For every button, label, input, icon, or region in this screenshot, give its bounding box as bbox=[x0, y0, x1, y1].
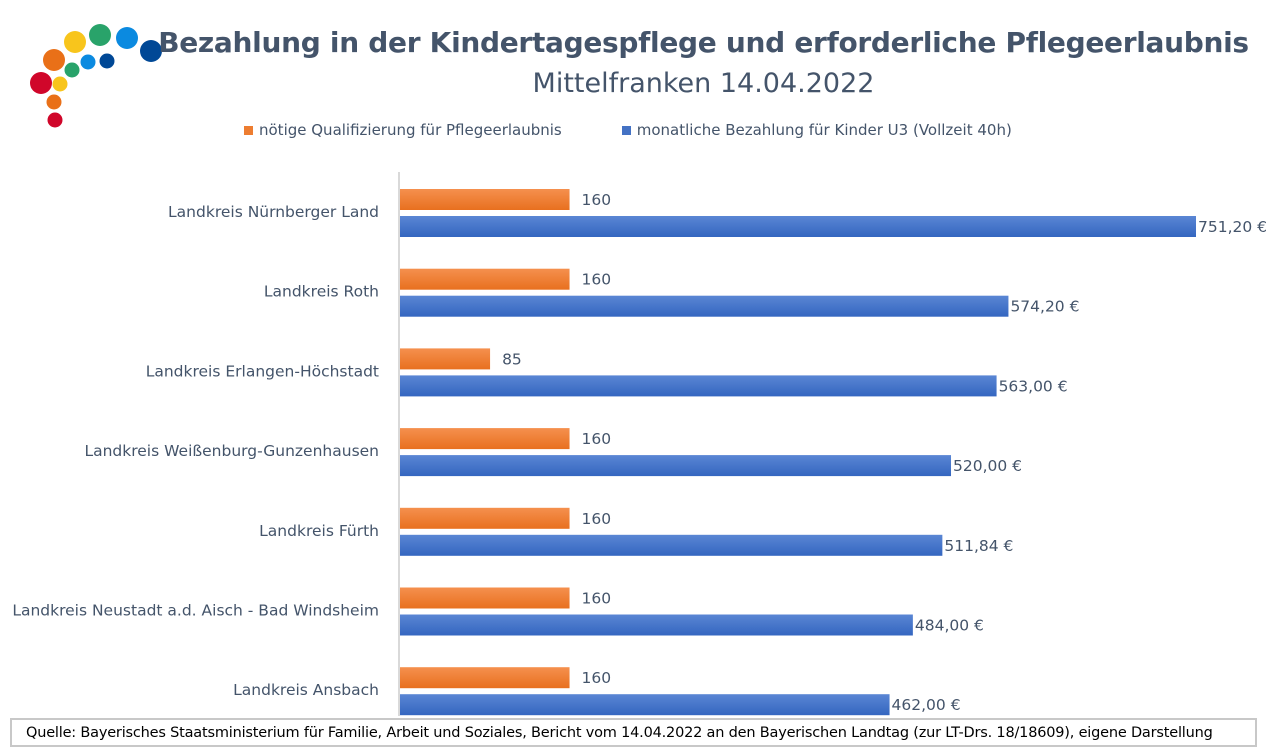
category-label: Landkreis Fürth bbox=[259, 522, 379, 540]
bar-qualification bbox=[400, 268, 570, 290]
data-label: 462,00 € bbox=[892, 696, 961, 714]
bar-qualification bbox=[400, 189, 570, 210]
chart-title: Bezahlung in der Kindertagespflege und e… bbox=[158, 26, 1249, 59]
data-label: 160 bbox=[582, 271, 612, 289]
data-label: 160 bbox=[582, 590, 612, 608]
data-label: 160 bbox=[582, 510, 612, 528]
chart-subtitle: Mittelfranken 14.04.2022 bbox=[532, 68, 875, 99]
data-label: 511,84 € bbox=[944, 537, 1013, 555]
bar-qualification bbox=[400, 348, 491, 370]
legend-item-qualification: nötige Qualifizierung für Pflegeerlaubni… bbox=[244, 121, 562, 139]
data-label: 751,20 € bbox=[1198, 218, 1267, 236]
legend-swatch bbox=[244, 125, 253, 135]
category-label: Landkreis Nürnberger Land bbox=[168, 203, 379, 221]
data-label: 85 bbox=[502, 350, 522, 368]
category-label: Landkreis Ansbach bbox=[233, 681, 379, 699]
data-label: 160 bbox=[582, 430, 612, 448]
legend: nötige Qualifizierung für Pflegeerlaubni… bbox=[244, 121, 1012, 139]
category-label: Landkreis Weißenburg-Gunzenhausen bbox=[84, 442, 379, 460]
bar-payment bbox=[400, 216, 1196, 237]
category-label: Landkreis Erlangen-Höchstadt bbox=[146, 362, 379, 380]
bar-payment bbox=[400, 614, 913, 636]
bar-qualification bbox=[400, 667, 570, 689]
data-label: 574,20 € bbox=[1010, 298, 1079, 316]
data-label: 484,00 € bbox=[915, 617, 984, 635]
data-label: 160 bbox=[582, 191, 612, 209]
legend-item-payment: monatliche Bezahlung für Kinder U3 (Voll… bbox=[621, 121, 1012, 139]
legend-label: monatliche Bezahlung für Kinder U3 (Voll… bbox=[636, 121, 1012, 139]
bar-payment bbox=[400, 375, 997, 397]
bar-qualification bbox=[400, 428, 570, 450]
source-note: Quelle: Bayerisches Staatsministerium fü… bbox=[10, 718, 1257, 747]
bar-payment bbox=[400, 455, 952, 477]
bar-qualification bbox=[400, 507, 570, 529]
data-label: 160 bbox=[582, 669, 612, 687]
data-label: 520,00 € bbox=[953, 457, 1022, 475]
category-label: Landkreis Neustadt a.d. Aisch - Bad Wind… bbox=[12, 602, 379, 620]
logo bbox=[30, 24, 162, 128]
legend-swatch bbox=[621, 125, 631, 135]
bar-payment bbox=[400, 694, 890, 716]
bar-payment bbox=[400, 295, 1009, 317]
category-label: Landkreis Roth bbox=[264, 283, 379, 301]
bar-qualification bbox=[400, 587, 570, 609]
legend-label: nötige Qualifizierung für Pflegeerlaubni… bbox=[259, 121, 562, 139]
data-label: 563,00 € bbox=[999, 377, 1068, 395]
bar-payment bbox=[400, 534, 943, 556]
